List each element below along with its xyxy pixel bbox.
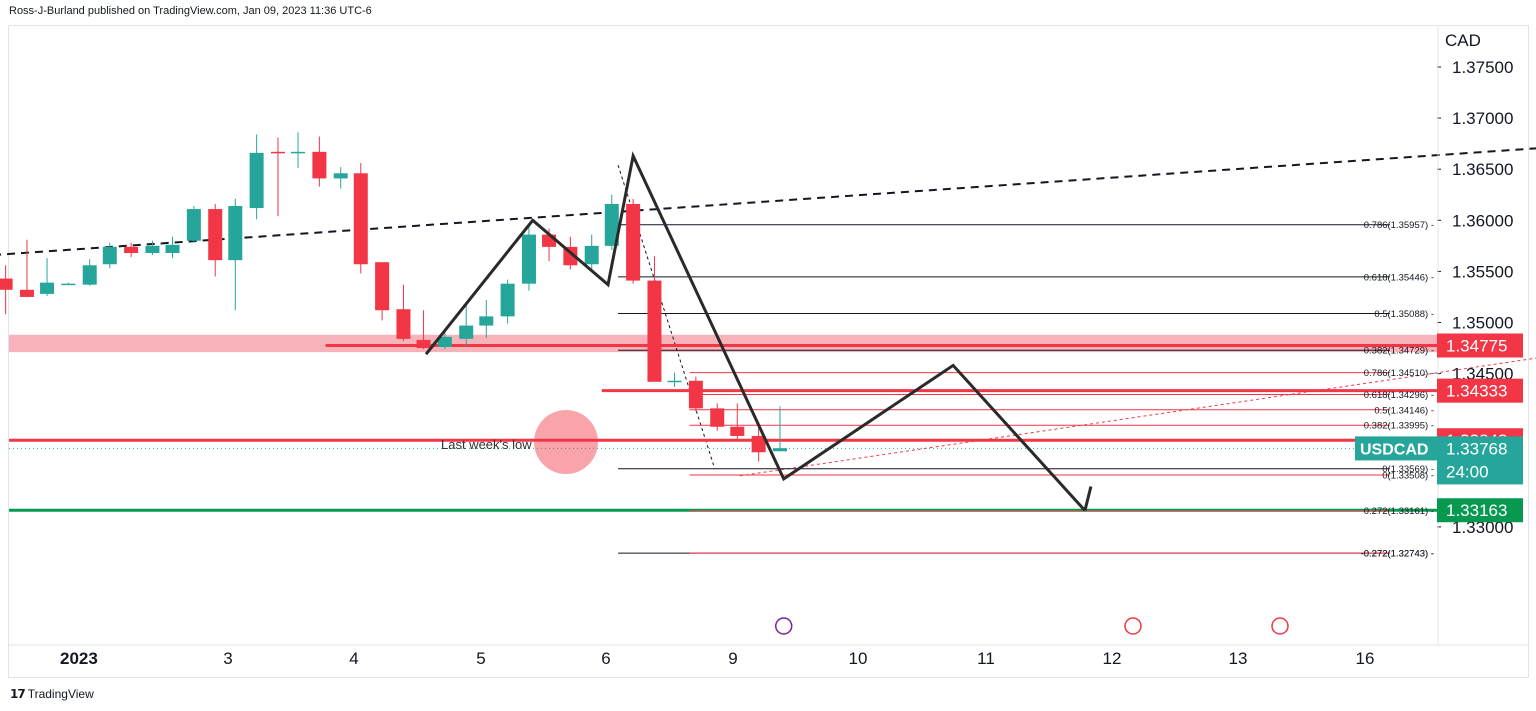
fib-lower-label: 0.786(1.34510) - — [1364, 368, 1434, 379]
candle-body[interactable] — [626, 203, 641, 281]
candle-body[interactable] — [270, 151, 285, 154]
time-axis-label: 2023 — [60, 649, 98, 668]
last-price-label: 1.33768 — [1446, 439, 1507, 458]
last-week-low-marker[interactable] — [534, 410, 598, 474]
candle-body[interactable] — [19, 289, 34, 297]
fib-lower-label: 0.618(1.34296) - — [1364, 390, 1434, 401]
candle-body[interactable] — [521, 234, 536, 284]
price-axis-tick: 1.35500 — [1452, 262, 1513, 281]
price-level-badge — [1437, 498, 1523, 523]
us-flag-event-icon[interactable] — [1124, 617, 1142, 635]
time-axis-label: 9 — [728, 649, 737, 668]
price-axis-tick: 1.37500 — [1452, 58, 1513, 77]
candle-body[interactable] — [124, 246, 139, 254]
candle-body[interactable] — [542, 234, 557, 247]
price-level-badge — [1437, 378, 1523, 403]
fib-lower-label: -0.272(1.32743) - — [1361, 549, 1434, 560]
candle-body[interactable] — [165, 244, 180, 254]
candle-body[interactable] — [102, 246, 117, 265]
price-level-badge-label: 1.34775 — [1446, 336, 1507, 355]
candle-body[interactable] — [730, 426, 745, 436]
trendline-black-dashed[interactable] — [0, 143, 1536, 256]
fib-upper-label: 0.382(1.34729) - — [1364, 346, 1434, 357]
candle-body[interactable] — [500, 283, 515, 317]
resistance-zone — [9, 334, 1437, 353]
price-level-badge-label: 1.34333 — [1446, 382, 1507, 401]
candle-body[interactable] — [584, 245, 599, 265]
candle-body[interactable] — [688, 380, 703, 409]
fib-upper-label: 0.618(1.35446) - — [1364, 272, 1434, 283]
price-level-badge — [1437, 333, 1523, 358]
candle-body[interactable] — [459, 325, 474, 339]
currency-label: CAD — [1445, 31, 1481, 50]
time-axis-label: 13 — [1229, 649, 1248, 668]
candle-body[interactable] — [772, 448, 787, 452]
time-axis-label: 11 — [977, 649, 995, 668]
symbol-badge-label: USDCAD — [1360, 441, 1428, 458]
candle-body[interactable] — [228, 205, 243, 261]
tradingview-brand-label: TradingView — [27, 687, 94, 701]
fib-lower-label: 0.272(1.33161) - — [1364, 506, 1434, 517]
symbol-badge — [1355, 436, 1437, 461]
price-axis-tick: 1.37000 — [1452, 109, 1513, 128]
fib-upper-label: 0.5(1.35088) - — [1374, 309, 1434, 320]
price-axis-tick: 1.36500 — [1452, 160, 1513, 179]
candle-body[interactable] — [710, 408, 725, 427]
tradingview-logo-icon: 𝟭𝟳 — [10, 687, 26, 701]
trendline-red-dashed[interactable] — [739, 346, 1536, 477]
time-axis-label: 12 — [1103, 649, 1122, 668]
candle-body[interactable] — [61, 283, 76, 286]
candle-body[interactable] — [667, 380, 682, 383]
price-axis-tick: 1.36000 — [1452, 211, 1513, 230]
candle-body[interactable] — [416, 339, 431, 349]
fib-upper-label: -0.272(1.32743) - — [1361, 549, 1434, 560]
candle-body[interactable] — [145, 245, 160, 254]
price-axis-tick: 1.35000 — [1452, 314, 1513, 333]
price-axis-tick: 1.33000 — [1452, 518, 1513, 537]
candle-body[interactable] — [396, 309, 411, 339]
projected-path-arrowhead — [1083, 486, 1093, 511]
fib-upper-label: 0.786(1.35957) - — [1364, 220, 1434, 231]
time-axis-label: 4 — [349, 649, 358, 668]
publisher-caption: Ross-J-Burland published on TradingView.… — [9, 5, 372, 17]
time-axis-label: 6 — [601, 649, 610, 668]
fib-lower-label: 0.382(1.33995) - — [1364, 421, 1434, 432]
tradingview-brand[interactable]: 𝟭𝟳 TradingView — [10, 687, 94, 701]
candle-body[interactable] — [291, 151, 306, 154]
candle-body[interactable] — [249, 152, 264, 209]
candle-body[interactable] — [40, 282, 55, 294]
last-price-badge — [1437, 436, 1523, 485]
bar-countdown-label: 24:00 — [1446, 462, 1489, 481]
candle-body[interactable] — [312, 151, 327, 179]
fib-upper-label: 0(1.33569) - — [1382, 464, 1434, 475]
last-week-low-label: Last week's low — [441, 437, 532, 452]
projected-zigzag-path[interactable] — [424, 151, 1087, 512]
candle-body[interactable] — [647, 280, 662, 382]
candle-body[interactable] — [353, 173, 368, 265]
time-axis-label: 5 — [476, 649, 485, 668]
us-flag-event-icon[interactable] — [1271, 617, 1289, 635]
candle-body[interactable] — [208, 209, 223, 261]
candle-body[interactable] — [437, 336, 452, 348]
candle-body[interactable] — [0, 278, 13, 290]
candle-body[interactable] — [604, 203, 619, 246]
price-level-badge-label: 1.33163 — [1446, 501, 1507, 520]
candle-body[interactable] — [479, 316, 494, 326]
time-axis-label: 10 — [849, 649, 868, 668]
lightning-event-icon[interactable] — [774, 617, 793, 635]
candle-body[interactable] — [333, 173, 348, 179]
fib-trend-dashed[interactable] — [617, 164, 716, 469]
time-axis-label: 16 — [1356, 649, 1375, 668]
candle-body[interactable] — [82, 265, 97, 285]
fib-lower-label: 0.5(1.34146) - — [1374, 405, 1434, 416]
candle-body[interactable] — [186, 209, 201, 241]
chart-frame — [8, 25, 1529, 678]
fib-lower-label: 0(1.33508) - — [1382, 470, 1434, 481]
candle-body[interactable] — [375, 262, 390, 311]
candle-body[interactable] — [751, 435, 766, 453]
time-axis-label: 3 — [223, 649, 232, 668]
